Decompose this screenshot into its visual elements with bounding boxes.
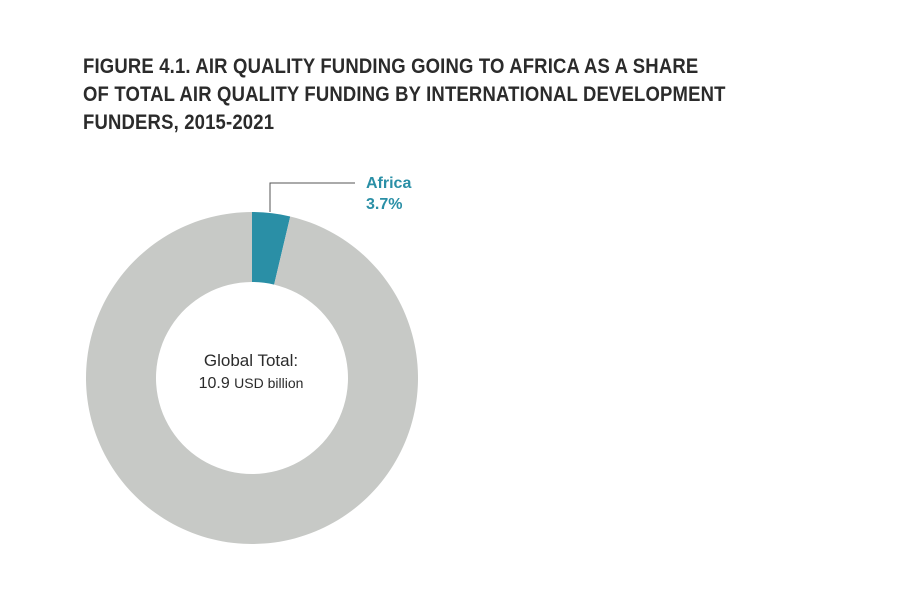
africa-leader-line — [269, 182, 355, 212]
figure-title-line-1: FIGURE 4.1. AIR QUALITY FUNDING GOING TO… — [83, 54, 699, 78]
global-total-label: Global Total: — [203, 351, 299, 370]
donut-center-label: Global Total: 10.9 USD billion — [161, 350, 341, 395]
global-total-value-line: 10.9 USD billion — [161, 372, 341, 395]
global-total-value: 10.9 — [198, 375, 230, 392]
figure-title-line-2: OF TOTAL AIR QUALITY FUNDING BY INTERNAT… — [83, 82, 726, 106]
africa-callout-label: Africa — [366, 175, 412, 192]
africa-callout-value: 3.7% — [366, 196, 403, 213]
africa-callout: Africa 3.7% — [366, 173, 411, 215]
figure-title: FIGURE 4.1. AIR QUALITY FUNDING GOING TO… — [83, 52, 726, 136]
global-total-unit: USD billion — [234, 375, 304, 391]
donut-slice-rest — [85, 212, 418, 544]
donut-slice-africa — [252, 212, 291, 285]
figure-title-line-3: FUNDERS, 2015-2021 — [83, 110, 275, 134]
